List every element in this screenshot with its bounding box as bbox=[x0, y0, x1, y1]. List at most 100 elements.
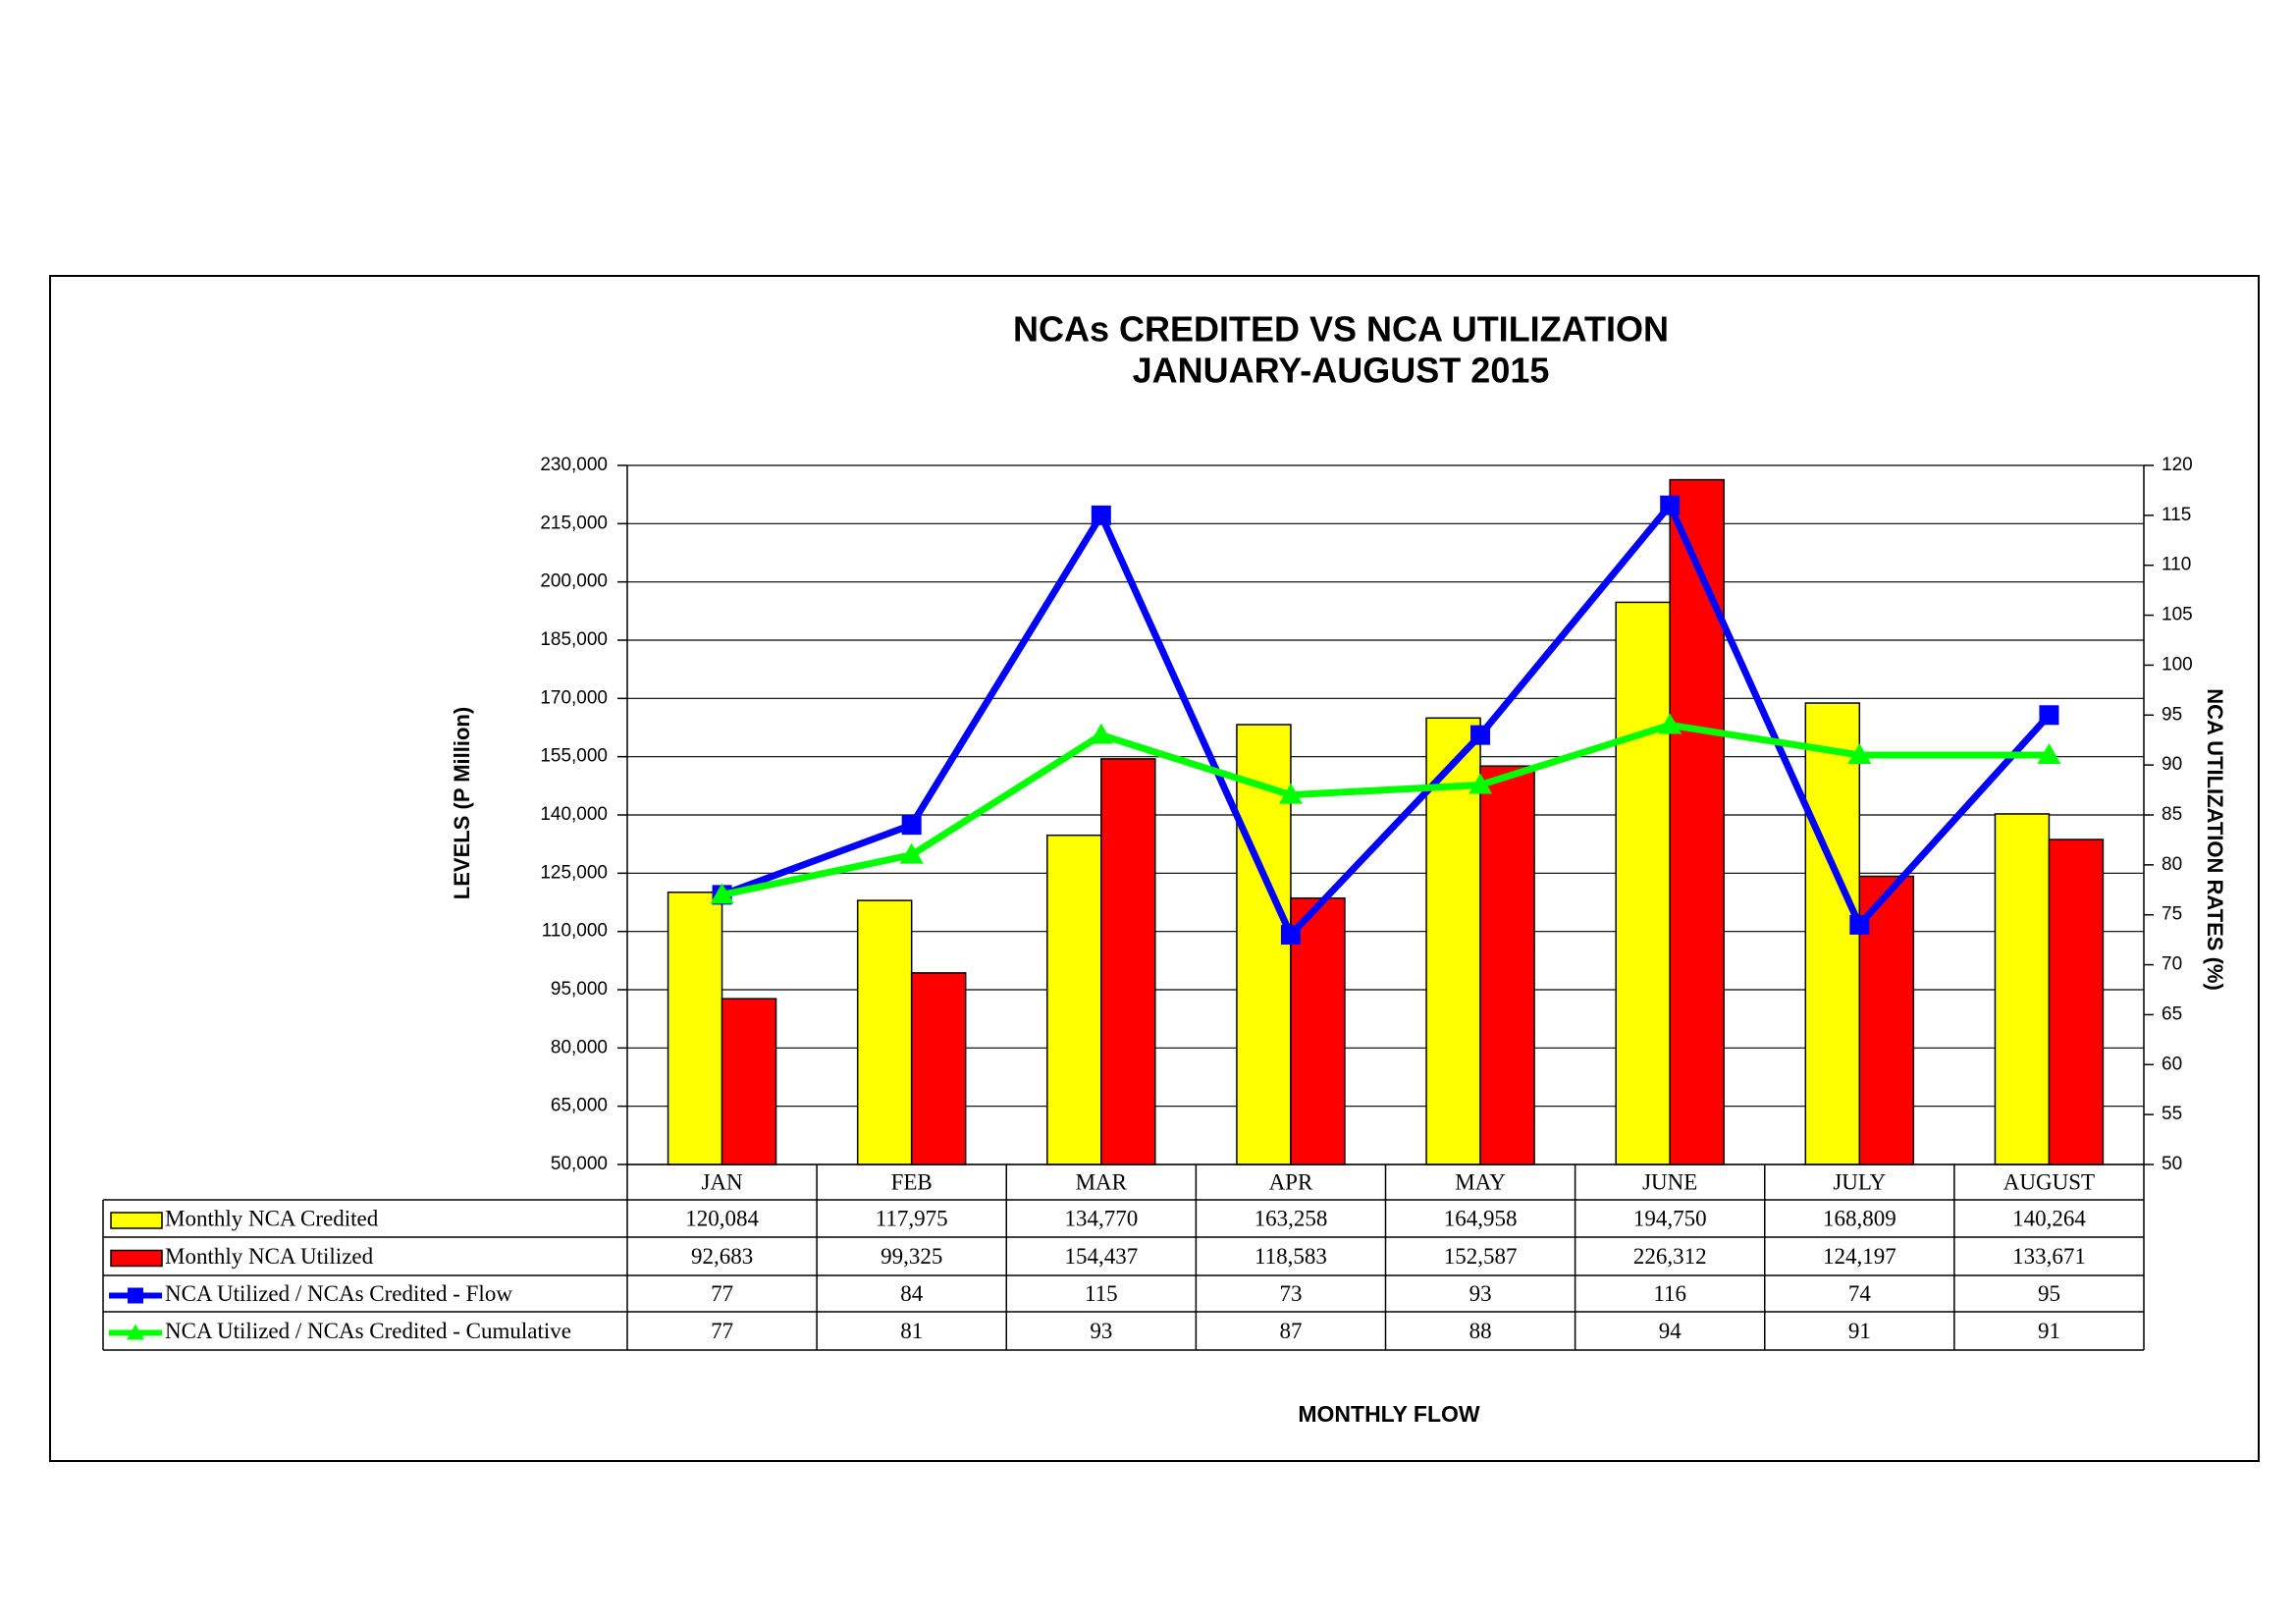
line-series bbox=[721, 499, 2053, 942]
y-tick-label: 215,000 bbox=[540, 513, 608, 533]
x-tick-label: FEB bbox=[891, 1169, 933, 1194]
data-label: 124,197 bbox=[1823, 1244, 1896, 1269]
x-tick-label: JUNE bbox=[1642, 1169, 1697, 1194]
data-label: 84 bbox=[900, 1281, 924, 1306]
legend-label: Monthly NCA Credited bbox=[165, 1206, 379, 1230]
x-tick-label: JULY bbox=[1833, 1169, 1886, 1194]
data-label: 93 bbox=[1090, 1319, 1112, 1343]
y2-tick-label: 115 bbox=[2162, 505, 2191, 525]
data-label: 152,587 bbox=[1444, 1244, 1518, 1269]
data-label: 91 bbox=[1848, 1319, 1871, 1343]
data-label: 91 bbox=[2038, 1319, 2060, 1343]
y2-tick-label: 100 bbox=[2162, 654, 2193, 675]
y-tick-label: 50,000 bbox=[551, 1154, 608, 1174]
y-tick-label: 110,000 bbox=[542, 921, 608, 942]
data-label: 95 bbox=[2038, 1281, 2060, 1306]
bar bbox=[1994, 813, 2051, 1165]
y2-tick-label: 55 bbox=[2162, 1104, 2182, 1124]
y-tick-label: 65,000 bbox=[551, 1096, 608, 1116]
marker bbox=[1091, 505, 1111, 525]
y2-tick-label: 60 bbox=[2162, 1054, 2182, 1074]
marker bbox=[1468, 773, 1493, 794]
x-tick-label: MAR bbox=[1076, 1169, 1128, 1194]
data-label: 116 bbox=[1653, 1281, 1686, 1306]
y2-tick-label: 120 bbox=[2162, 455, 2193, 475]
bar bbox=[1615, 601, 1671, 1165]
x-tick-label: JAN bbox=[701, 1169, 743, 1194]
legend-label: NCA Utilized / NCAs Credited - Flow bbox=[165, 1281, 512, 1306]
y-axis-label: LEVELS (P Million) bbox=[450, 707, 474, 899]
data-label: 115 bbox=[1085, 1281, 1118, 1306]
data-label: 93 bbox=[1469, 1281, 1492, 1306]
data-label: 77 bbox=[711, 1319, 733, 1343]
bar bbox=[1046, 834, 1102, 1165]
data-label: 134,770 bbox=[1064, 1206, 1138, 1230]
data-label: 94 bbox=[1659, 1319, 1682, 1343]
y-tick-label: 95,000 bbox=[551, 979, 608, 1000]
y-tick-label: 185,000 bbox=[540, 629, 608, 650]
data-label: 117,975 bbox=[876, 1206, 948, 1230]
marker bbox=[1658, 713, 1682, 734]
bar bbox=[856, 899, 913, 1165]
y-tick-label: 125,000 bbox=[540, 862, 608, 883]
bar bbox=[2048, 839, 2105, 1165]
y2-tick-label: 110 bbox=[2162, 555, 2191, 575]
data-label: 118,583 bbox=[1255, 1244, 1327, 1269]
chart-subtitle: JANUARY-AUGUST 2015 bbox=[1133, 351, 1550, 391]
data-label: 92,683 bbox=[691, 1244, 753, 1269]
data-label: 88 bbox=[1469, 1319, 1492, 1343]
marker bbox=[1089, 723, 1113, 744]
legend-label: NCA Utilized / NCAs Credited - Cumulativ… bbox=[165, 1319, 571, 1343]
y2-tick-label: 70 bbox=[2162, 954, 2182, 975]
marker bbox=[1849, 914, 1870, 935]
data-label: 154,437 bbox=[1064, 1244, 1138, 1269]
legend-marker bbox=[128, 1287, 143, 1304]
y2-tick-label: 105 bbox=[2162, 605, 2193, 625]
bar bbox=[1100, 758, 1156, 1165]
marker bbox=[1278, 783, 1303, 804]
data-label: 81 bbox=[900, 1319, 923, 1343]
chart-title: NCAs CREDITED VS NCA UTILIZATION bbox=[1013, 309, 1669, 350]
data-label: 99,325 bbox=[881, 1244, 942, 1269]
x-axis-label: MONTHLY FLOW bbox=[1298, 1401, 1480, 1427]
y2-tick-label: 80 bbox=[2162, 854, 2182, 875]
data-label: 87 bbox=[1279, 1319, 1302, 1343]
y-tick-label: 230,000 bbox=[540, 455, 608, 475]
marker bbox=[899, 842, 924, 864]
data-label: 168,809 bbox=[1823, 1206, 1896, 1230]
data-label: 120,084 bbox=[685, 1206, 759, 1230]
x-tick-label: MAY bbox=[1455, 1169, 1506, 1194]
marker bbox=[1847, 742, 1872, 764]
y-tick-label: 200,000 bbox=[540, 571, 608, 592]
marker bbox=[1660, 495, 1681, 515]
legend-marker bbox=[127, 1324, 144, 1340]
y2-tick-label: 65 bbox=[2162, 1003, 2182, 1024]
legend-swatch bbox=[110, 1212, 163, 1229]
legend-swatch bbox=[110, 1249, 163, 1268]
marker bbox=[2039, 705, 2059, 726]
x-tick-label: AUGUST bbox=[2003, 1169, 2095, 1194]
y-tick-label: 140,000 bbox=[540, 804, 608, 825]
marker bbox=[901, 815, 922, 836]
x-tick-label: APR bbox=[1269, 1169, 1313, 1194]
marker bbox=[1470, 725, 1491, 745]
bar bbox=[1669, 478, 1725, 1165]
y2-tick-label: 95 bbox=[2162, 704, 2182, 725]
y2-tick-label: 85 bbox=[2162, 804, 2182, 825]
data-label: 74 bbox=[1848, 1281, 1872, 1306]
data-label: 163,258 bbox=[1255, 1206, 1328, 1230]
data-label: 133,671 bbox=[2012, 1244, 2086, 1269]
bar bbox=[1479, 765, 1535, 1165]
y-tick-label: 155,000 bbox=[540, 746, 608, 767]
data-label: 77 bbox=[711, 1281, 733, 1306]
data-label: 140,264 bbox=[2012, 1206, 2086, 1230]
legend-label: Monthly NCA Utilized bbox=[165, 1244, 374, 1269]
marker bbox=[710, 883, 734, 904]
y2-tick-label: 90 bbox=[2162, 754, 2182, 775]
y-tick-label: 170,000 bbox=[540, 687, 608, 708]
data-label: 164,958 bbox=[1444, 1206, 1518, 1230]
marker bbox=[2037, 742, 2061, 764]
marker bbox=[1280, 925, 1301, 946]
data-label: 73 bbox=[1279, 1281, 1302, 1306]
